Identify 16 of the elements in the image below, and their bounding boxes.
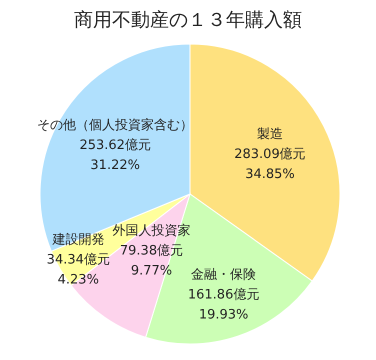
data-label: 79.38億元 [120, 243, 184, 258]
text: 9.77% [130, 263, 172, 278]
slice-label: 建設開発 [51, 232, 104, 248]
slice-label: 外国人投資家 [112, 222, 190, 238]
slice-label: その他（個人投資家含む） [37, 116, 194, 133]
data-label: 253.62億元 [79, 138, 151, 153]
data-label: 34.34億元 [46, 252, 110, 268]
text: 4.23% [58, 272, 99, 288]
text: 31.22% [90, 158, 140, 173]
text: 19.93% [198, 307, 248, 322]
data-label: 161.86億元 [188, 287, 260, 302]
slice-label: 金融・保険 [191, 267, 256, 282]
data-label: 283.09億元 [234, 146, 306, 162]
slice-label: 製造 [257, 126, 283, 142]
text: 34.85% [245, 166, 295, 182]
chart-title: 商用不動産の１３年購入額 [74, 9, 302, 31]
